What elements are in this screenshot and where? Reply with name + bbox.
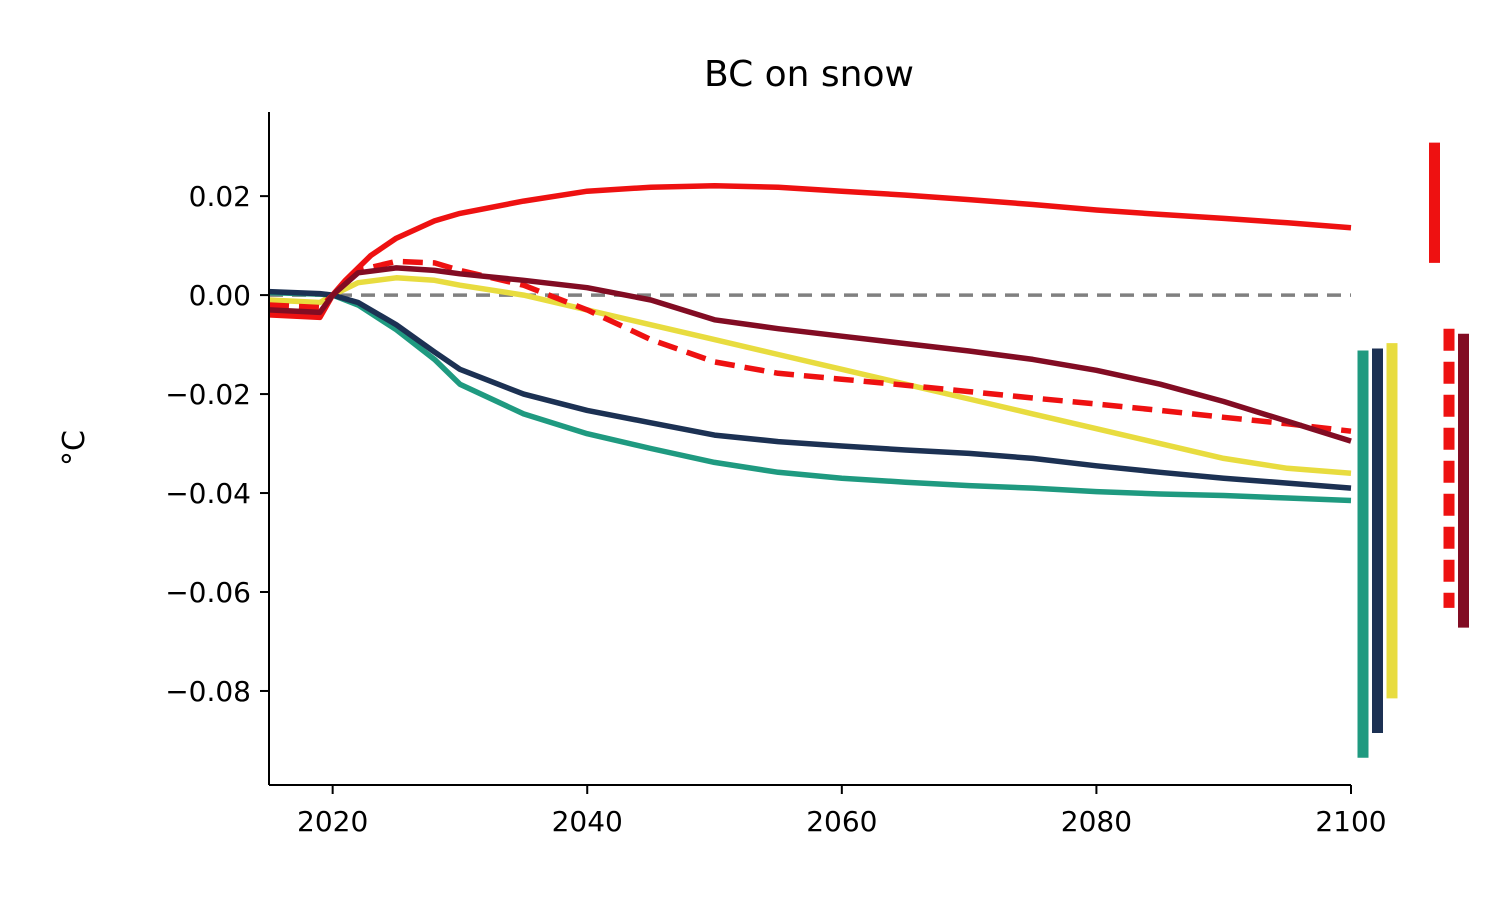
series-line-2	[268, 289, 1352, 504]
series-line-5	[268, 258, 1352, 434]
y-tick-label: −0.06	[165, 576, 251, 609]
y-axis-label: °C	[57, 430, 92, 466]
x-tick-label: 2020	[297, 805, 368, 838]
x-tick-label: 2080	[1061, 805, 1132, 838]
y-tick-label: 0.02	[189, 180, 251, 213]
x-tick-label: 2060	[806, 805, 877, 838]
series-line-4	[268, 182, 1352, 321]
series-line-1	[268, 275, 1352, 476]
x-tick-label: 2040	[552, 805, 623, 838]
y-tick-label: −0.02	[165, 378, 251, 411]
series-line-6	[268, 265, 1352, 444]
plot-area	[268, 182, 1352, 504]
y-ticks: −0.08 −0.06 −0.04 −0.02 0.00 0.02	[165, 180, 269, 708]
x-ticks: 2020 2040 2060 2080 2100	[297, 785, 1387, 838]
range-bars	[1357, 142, 1469, 758]
series-line-3	[268, 288, 1352, 491]
x-tick-label: 2100	[1315, 805, 1386, 838]
y-tick-label: −0.04	[165, 477, 251, 510]
y-tick-label: 0.00	[189, 279, 251, 312]
y-tick-label: −0.08	[165, 675, 251, 708]
chart-title: BC on snow	[704, 54, 914, 95]
